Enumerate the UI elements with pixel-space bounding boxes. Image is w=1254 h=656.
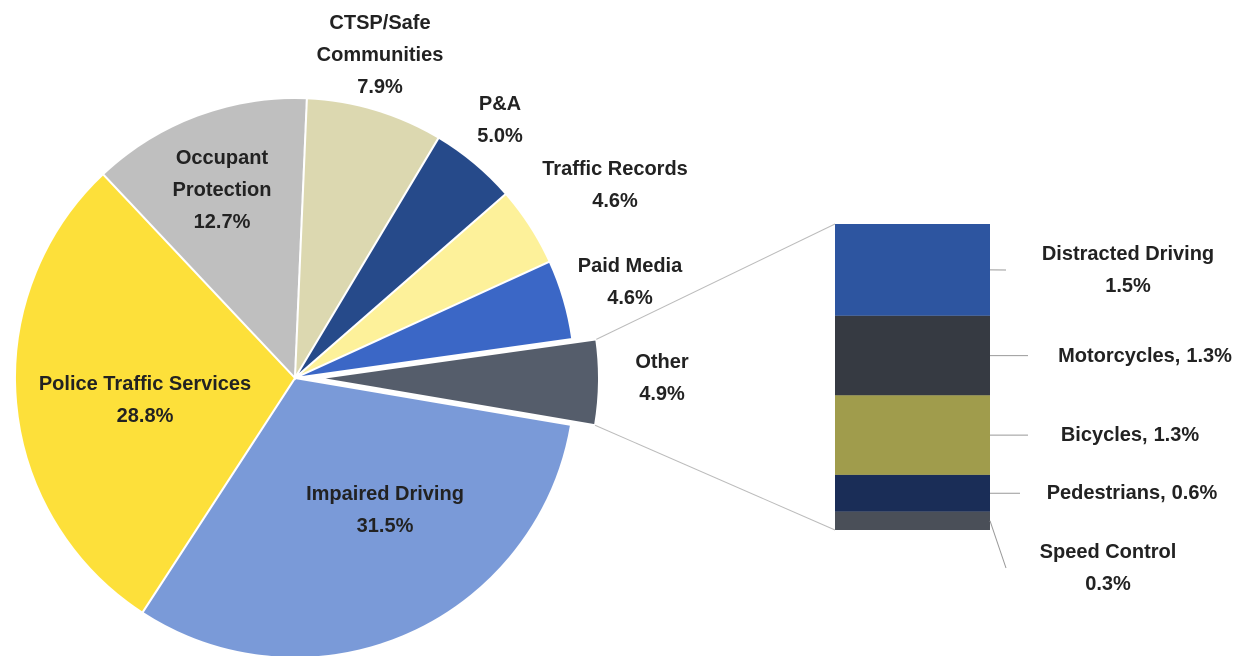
data-label: Occupant Protection 12.7% (157, 142, 287, 238)
category-label: Other (635, 351, 689, 373)
category-label: Pedestrians (1047, 482, 1172, 504)
value-label: 1.3% (1153, 424, 1200, 447)
category-label: Traffic Records (542, 158, 688, 180)
pie-slice (140, 376, 573, 656)
category-label: CTSP/Safe Communities (316, 12, 444, 66)
category-label: P&A (478, 93, 522, 115)
value-label: 0.3% (1085, 573, 1131, 595)
category-label: Occupant Protection (172, 147, 272, 201)
category-label: Paid Media (577, 255, 683, 277)
data-label: Impaired Driving 31.5% (235, 478, 535, 542)
value-label: 7.9% (357, 76, 403, 98)
connector-line (596, 223, 836, 340)
bar-segment (835, 224, 990, 316)
pie-slice (294, 260, 574, 379)
leader-line (989, 520, 1007, 569)
value-label: 31.5% (356, 515, 414, 537)
data-label: Police Traffic Services 28.8% (0, 368, 295, 432)
pie-slice (14, 172, 297, 615)
value-label: 1.3% (1186, 344, 1232, 367)
category-label: Distracted Driving (1041, 243, 1215, 265)
data-label: CTSP/Safe Communities 7.9% (300, 7, 460, 103)
data-label: Distracted Driving 1.5% (1008, 238, 1248, 302)
value-label: 12.7% (193, 211, 251, 233)
value-label: 1.5% (1105, 275, 1151, 297)
pie-slice (294, 97, 441, 379)
connector-line (594, 424, 836, 531)
value-label: 4.6% (607, 287, 653, 309)
category-label: Motorcycles (1058, 345, 1186, 367)
value-label: 4.9% (639, 383, 685, 405)
data-label: Paid Media 4.6% (550, 250, 710, 314)
data-label: Pedestrians0.6% (1022, 477, 1242, 509)
category-label: Impaired Driving (306, 483, 464, 505)
pie-slice (101, 97, 308, 381)
bar-segment (835, 511, 990, 530)
data-label: Motorcycles1.3% (1030, 340, 1254, 372)
bar-segment (835, 395, 990, 475)
data-label: Traffic Records 4.6% (515, 153, 715, 217)
value-label: 28.8% (116, 405, 174, 427)
bar-segment (835, 474, 990, 512)
category-label: Speed Control (1039, 541, 1177, 563)
value-label: 0.6% (1171, 482, 1218, 505)
data-label: Other 4.9% (602, 346, 722, 410)
value-label: 4.6% (592, 190, 638, 212)
pie-slice (318, 338, 600, 427)
data-label: P&A 5.0% (440, 88, 560, 152)
bar-segment (835, 315, 990, 396)
data-label: Speed Control 0.3% (1008, 536, 1208, 600)
data-label: Bicycles1.3% (1030, 419, 1230, 451)
value-label: 5.0% (477, 125, 523, 147)
category-label: Bicycles (1061, 424, 1154, 446)
category-label: Police Traffic Services (38, 373, 252, 395)
